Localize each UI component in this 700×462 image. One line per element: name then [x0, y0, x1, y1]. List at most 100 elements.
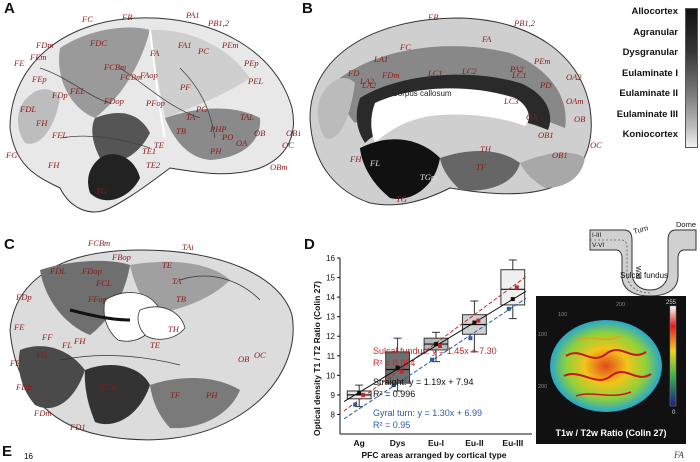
area-label: FC — [399, 42, 411, 52]
panel-e-tick: 16 — [24, 452, 33, 461]
area-label: PFop — [145, 98, 165, 108]
eq-gyral-turn: Gyral turn: y = 1.30x + 6.99 — [373, 408, 483, 418]
turn-label: Turn — [632, 223, 649, 236]
y-tick-label: 11 — [327, 352, 336, 361]
area-label: FD — [347, 68, 360, 78]
area-label: FEL — [69, 86, 85, 96]
data-point — [514, 285, 519, 290]
area-label: PHP — [209, 124, 227, 134]
area-label: LC3 — [503, 96, 519, 106]
regression-line — [343, 290, 527, 402]
colorbar-max: 255 — [666, 300, 677, 306]
axis-tick-2: 200 — [616, 302, 625, 308]
area-label: TH — [480, 144, 492, 154]
area-label: TE1 — [142, 146, 156, 156]
regression-line — [343, 297, 527, 420]
data-point — [353, 402, 358, 407]
y-tick-label: 8 — [331, 410, 336, 419]
y-tick-label: 15 — [326, 274, 335, 283]
x-tick-label: Eu-I — [428, 438, 444, 448]
area-label: FG — [35, 350, 47, 360]
area-label: FL — [61, 340, 72, 350]
area-label: FDm — [35, 40, 53, 50]
legend-item: Agranular — [633, 26, 678, 38]
area-label: OBm — [270, 162, 287, 172]
x-tick-label: Ag — [354, 438, 365, 448]
area-label: PD — [539, 80, 552, 90]
area-label: TF — [476, 162, 487, 172]
area-label: FFL — [51, 130, 67, 140]
area-label: PEm — [221, 40, 239, 50]
wall-label: Wall — [634, 266, 641, 280]
y-tick-label: 12 — [326, 332, 335, 341]
eq-gyral-turn-r2: R² = 0.95 — [373, 420, 411, 430]
axis-tick-1: 100 — [558, 312, 567, 318]
x-tick-label: Eu-II — [465, 438, 483, 448]
regression-line — [343, 276, 527, 412]
eq-sulcal-fundus-r2: R² = 0.964 — [373, 358, 416, 368]
area-label: PB1,2 — [207, 18, 230, 28]
area-label: FDop — [103, 96, 124, 106]
colorbar-min: 0 — [672, 410, 676, 416]
area-label: TE — [150, 340, 161, 350]
area-label: FH — [47, 160, 60, 170]
data-point — [357, 390, 362, 395]
area-label: FDop — [81, 266, 102, 276]
area-label: FD1 — [69, 422, 86, 432]
brain-lateral-view: FC FB PA1 PB1,2 FDm FDC FCBm FA FA1 PEm FE FEm PC FEp… — [5, 10, 300, 213]
area-label: PC — [197, 46, 209, 56]
y-tick-label: 9 — [331, 391, 336, 400]
data-point — [430, 357, 434, 362]
area-label: LA2 — [359, 76, 375, 86]
layer-bottom-label: V-VI — [592, 242, 604, 249]
area-label: FDm — [33, 408, 51, 418]
area-label: FA1 — [177, 40, 192, 50]
area-label: TG — [96, 186, 107, 196]
panel-letter-b: B — [302, 0, 313, 17]
area-label: TH — [168, 324, 180, 334]
data-point — [438, 344, 442, 348]
area-label: TF — [170, 390, 181, 400]
area-label: FEm — [29, 52, 47, 62]
axis-tick-3: 100 — [538, 332, 547, 338]
area-label: OB1 — [552, 150, 568, 160]
area-label: FDm — [381, 70, 399, 80]
area-label: FEp — [31, 74, 47, 84]
legend-item: Koniocortex — [622, 129, 678, 140]
area-label: PB1,2 — [513, 18, 536, 28]
area-label: TGm — [100, 382, 117, 392]
area-label: FA — [481, 34, 492, 44]
area-label: OC — [590, 140, 602, 150]
area-label: TAi — [182, 242, 194, 252]
data-point — [391, 383, 396, 388]
axis-tick-4: 200 — [538, 384, 547, 390]
area-label: PEL — [247, 76, 263, 86]
dome-label: Dome — [676, 220, 696, 229]
area-label: PA2 — [509, 64, 524, 74]
area-label: FCBm — [103, 62, 126, 72]
area-label: PEm — [533, 56, 551, 66]
brain-medial-view: Corpus callosum FB FA PB1,2 FC FD LA1 LC1 LA2 PA… — [309, 12, 602, 206]
data-point — [468, 336, 473, 341]
area-label: OC — [282, 140, 294, 150]
y-tick-label: 14 — [326, 293, 335, 302]
data-point — [395, 365, 400, 370]
legend-item: Eulaminate II — [619, 88, 678, 99]
data-point — [506, 306, 511, 311]
area-label: FH — [35, 118, 48, 128]
area-label: TGm — [420, 172, 437, 182]
x-tick-label: Dys — [390, 438, 406, 448]
eq-sulcal-fundus: Sulcal fundus: y = 1.45x + 7.30 — [373, 346, 497, 356]
area-label: PEp — [243, 58, 259, 68]
area-label: FH — [349, 154, 362, 164]
area-label: PO — [221, 132, 233, 142]
legend-item: Allocortex — [631, 6, 678, 17]
data-point — [361, 392, 366, 397]
legend-item: Eulaminate I — [622, 67, 678, 79]
area-label: PF — [179, 82, 191, 92]
t1w-t2w-title: T1w / T2w Ratio (Colin 27) — [555, 428, 667, 438]
area-label: LC1 — [511, 70, 527, 80]
y-tick-label: 16 — [326, 254, 335, 263]
area-label: TE — [154, 140, 165, 150]
area-label: FB — [427, 12, 438, 22]
